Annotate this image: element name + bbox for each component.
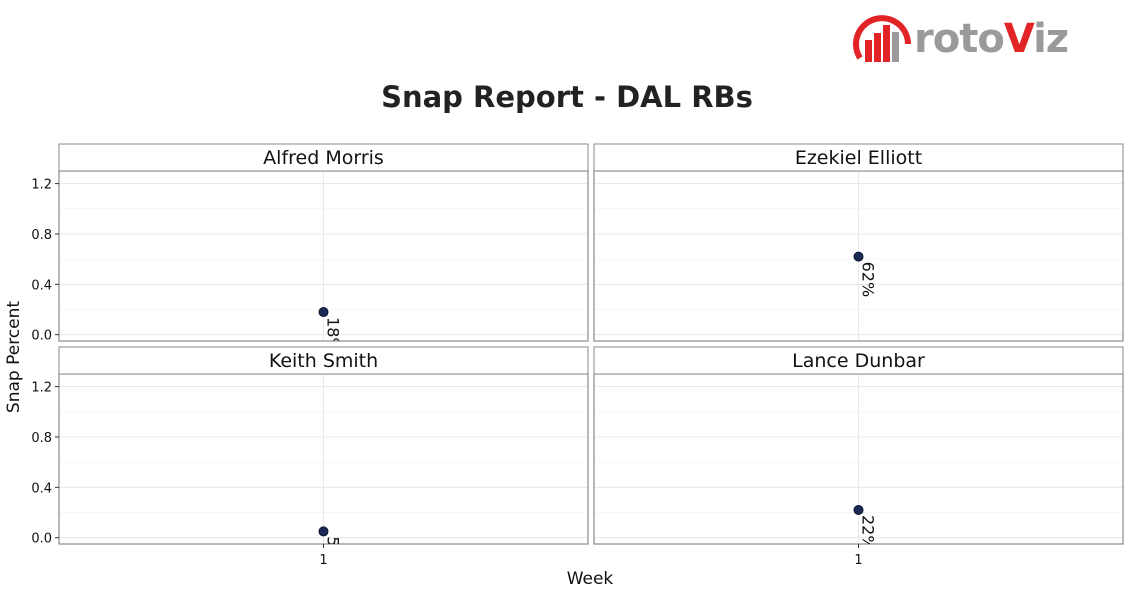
data-label: 62%: [859, 262, 878, 298]
data-point: [318, 307, 329, 318]
data-label: 5%: [324, 536, 343, 561]
facet-strip-label: Lance Dunbar: [792, 350, 925, 372]
y-tick-label: 1.2: [31, 381, 52, 396]
y-tick-label: 0.0: [31, 329, 52, 344]
rotoviz-logo-text: rotoViz: [914, 16, 1069, 62]
facet-strip: [593, 143, 1124, 172]
panel-data-layer: 62%: [853, 251, 878, 298]
y-tick-label: 0.4: [31, 481, 52, 496]
facet-panel: Ezekiel Elliott 62%: [593, 143, 1124, 342]
facet-panel: Lance Dunbar 1 22%: [593, 346, 1124, 568]
panel-data-layer: 5%: [318, 526, 343, 561]
x-axis-label: Week: [567, 569, 614, 589]
data-point: [318, 526, 329, 537]
facet-panel: Alfred Morris 0.0 0.4 0.8 1.2 18%: [31, 143, 589, 353]
facet-strip-label: Keith Smith: [269, 350, 378, 372]
y-tick-label: 1.2: [31, 178, 52, 193]
data-point: [853, 505, 864, 515]
y-tick-label: 0.8: [31, 228, 52, 243]
x-tick-label: 1: [854, 553, 862, 568]
facet-strip: [593, 346, 1124, 375]
logo-text-post: iz: [1033, 16, 1069, 62]
panel-data-layer: 18%: [318, 307, 343, 353]
panel-data-layer: 22%: [853, 505, 878, 551]
chart-title: Snap Report - DAL RBs: [381, 80, 753, 114]
data-label: 22%: [859, 515, 878, 551]
rotoviz-logo-icon: [853, 15, 911, 62]
logo-text-accent: V: [1003, 16, 1034, 62]
logo-text-pre: roto: [914, 16, 1005, 62]
y-tick-label: 0.8: [31, 431, 52, 446]
y-tick-label: 0.0: [31, 532, 52, 547]
facet-panels: Alfred Morris 0.0 0.4 0.8 1.2 18% Ezekiel Elli…: [31, 143, 1124, 568]
y-axis-label: Snap Percent: [4, 301, 24, 413]
facet-strip-label: Alfred Morris: [263, 147, 384, 169]
facet-strip: [58, 143, 589, 172]
y-tick-label: 0.4: [31, 278, 52, 293]
facet-strip-label: Ezekiel Elliott: [795, 147, 922, 169]
data-point: [853, 251, 864, 262]
rotoviz-logo: rotoViz: [852, 14, 1082, 70]
facet-panel: Keith Smith 0.0 0.4 0.8 1.2 15%: [31, 346, 589, 568]
x-tick-label: 1: [319, 553, 327, 568]
data-label: 18%: [324, 317, 343, 353]
facet-strip: [58, 346, 589, 375]
